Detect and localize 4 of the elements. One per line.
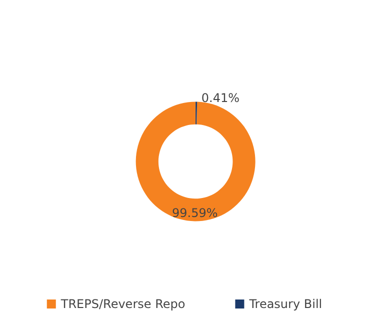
data-label: 0.41% — [201, 90, 240, 105]
data-label: 99.59% — [172, 206, 218, 220]
legend-label: TREPS/Reverse Repo — [60, 297, 186, 311]
legend-label: Treasury Bill — [248, 297, 322, 311]
